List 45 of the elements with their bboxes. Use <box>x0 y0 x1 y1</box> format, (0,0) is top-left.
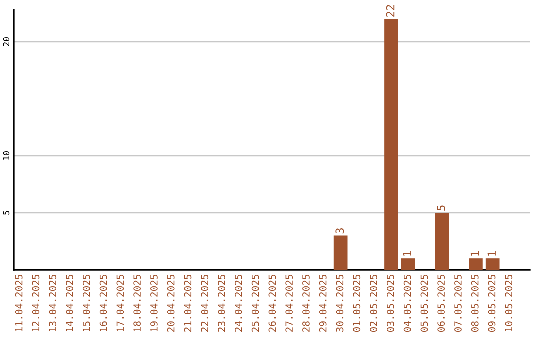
bar <box>435 212 450 270</box>
x-tick-label: 09.05.2025 <box>488 274 496 332</box>
x-tick-label: 14.04.2025 <box>66 274 74 332</box>
x-tick-label: 08.05.2025 <box>471 274 479 332</box>
x-tick-label: 18.04.2025 <box>134 274 141 332</box>
x-tick-label: 04.05.2025 <box>404 274 412 332</box>
x-tick-label: 22.04.2025 <box>201 274 209 332</box>
x-tick-label: 15.04.2025 <box>82 274 90 332</box>
x-tick-label: 26.04.2025 <box>268 274 276 332</box>
data-label: 1 <box>403 251 412 256</box>
x-tick-label: 01.05.2025 <box>353 274 361 332</box>
bar <box>384 19 398 270</box>
x-tick-label: 07.05.2025 <box>454 274 462 332</box>
bar <box>401 258 416 270</box>
x-tick-label: 10.05.2025 <box>505 274 513 332</box>
x-tick-label: 28.04.2025 <box>302 274 310 332</box>
x-tick-label: 24.04.2025 <box>234 274 242 332</box>
x-tick-label: 03.05.2025 <box>386 274 394 332</box>
x-tick-label: 05.05.2025 <box>420 274 428 332</box>
bar <box>486 258 500 270</box>
x-tick-label: 20.04.2025 <box>167 274 175 332</box>
x-tick-label: 29.04.2025 <box>319 274 327 332</box>
x-tick-label: 27.04.2025 <box>286 274 294 332</box>
data-label: 22 <box>386 5 395 17</box>
y-tick-label: 10 <box>3 151 10 160</box>
x-tick-label: 02.05.2025 <box>370 274 378 332</box>
y-tick-label: 5 <box>3 211 10 215</box>
x-tick-label: 21.04.2025 <box>184 274 192 332</box>
data-label: 1 <box>470 251 480 256</box>
data-label: 5 <box>437 206 446 211</box>
x-tick-label: 12.04.2025 <box>32 274 40 332</box>
x-tick-label: 30.04.2025 <box>336 274 344 332</box>
x-tick-label: 25.04.2025 <box>252 274 260 332</box>
x-tick-label: 23.04.2025 <box>218 274 226 332</box>
bar <box>334 236 348 270</box>
data-label: 1 <box>488 251 496 256</box>
x-tick-label: 06.05.2025 <box>438 274 446 332</box>
x-tick-label: 17.04.2025 <box>116 274 124 332</box>
y-tick-label: 20 <box>3 37 10 46</box>
bar <box>469 258 483 270</box>
x-tick-label: 16.04.2025 <box>100 274 108 332</box>
x-tick-label: 19.04.2025 <box>150 274 158 332</box>
x-tick-label: 11.04.2025 <box>15 274 23 332</box>
data-label: 3 <box>336 228 344 234</box>
x-tick-label: 13.04.2025 <box>49 274 57 332</box>
